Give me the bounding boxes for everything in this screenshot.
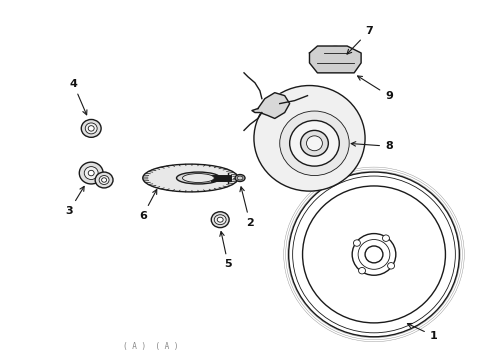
Text: 2: 2 — [240, 187, 254, 228]
Text: 1: 1 — [407, 324, 438, 341]
Text: 8: 8 — [351, 141, 393, 151]
Ellipse shape — [79, 162, 103, 184]
Ellipse shape — [95, 172, 113, 188]
Text: 6: 6 — [139, 189, 157, 221]
Ellipse shape — [211, 212, 229, 228]
Bar — [319, 55, 333, 63]
Ellipse shape — [235, 175, 245, 181]
Ellipse shape — [327, 46, 343, 56]
Ellipse shape — [88, 126, 94, 131]
Ellipse shape — [300, 130, 328, 156]
Polygon shape — [310, 46, 361, 73]
Ellipse shape — [143, 164, 238, 192]
Ellipse shape — [217, 217, 223, 222]
Text: 3: 3 — [66, 186, 84, 216]
Ellipse shape — [254, 86, 365, 191]
Ellipse shape — [101, 178, 107, 182]
Ellipse shape — [290, 121, 339, 166]
Text: 5: 5 — [220, 231, 232, 269]
Ellipse shape — [359, 267, 366, 274]
Ellipse shape — [388, 262, 394, 269]
Ellipse shape — [88, 170, 94, 176]
Bar — [339, 55, 353, 63]
Text: ( A )  ( A ): ( A ) ( A ) — [123, 342, 178, 351]
Text: 7: 7 — [347, 26, 373, 54]
Ellipse shape — [81, 120, 101, 137]
Ellipse shape — [280, 111, 349, 176]
Ellipse shape — [383, 235, 390, 242]
Ellipse shape — [84, 167, 98, 180]
Ellipse shape — [307, 136, 322, 151]
Ellipse shape — [99, 176, 109, 184]
Ellipse shape — [176, 172, 220, 184]
Ellipse shape — [85, 123, 97, 134]
Ellipse shape — [353, 240, 361, 246]
Text: 4: 4 — [70, 79, 87, 115]
Ellipse shape — [214, 215, 226, 225]
Ellipse shape — [182, 174, 214, 183]
Polygon shape — [252, 93, 290, 118]
Text: 9: 9 — [358, 76, 393, 101]
